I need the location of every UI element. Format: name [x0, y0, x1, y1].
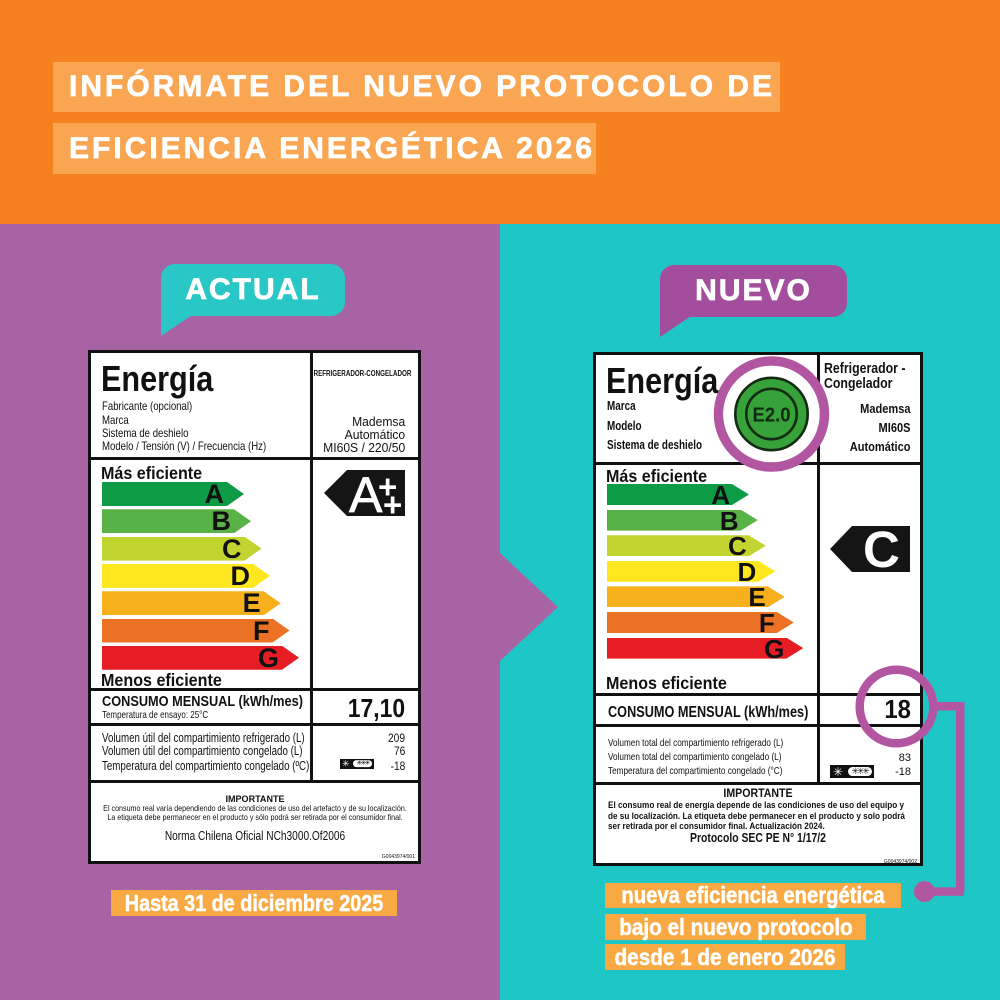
svg-text:A: A	[349, 470, 383, 516]
svg-text:C: C	[863, 526, 900, 572]
svg-text:E2.0: E2.0	[753, 405, 791, 427]
svg-text:+: +	[378, 470, 397, 505]
svg-text:+: +	[383, 486, 402, 516]
